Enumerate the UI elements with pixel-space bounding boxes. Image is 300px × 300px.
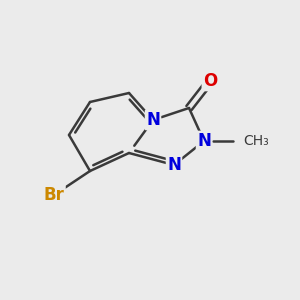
Text: N: N [146,111,160,129]
Text: N: N [167,156,181,174]
Text: Br: Br [44,186,64,204]
Text: N: N [197,132,211,150]
Text: CH₃: CH₃ [243,134,269,148]
Text: O: O [203,72,217,90]
